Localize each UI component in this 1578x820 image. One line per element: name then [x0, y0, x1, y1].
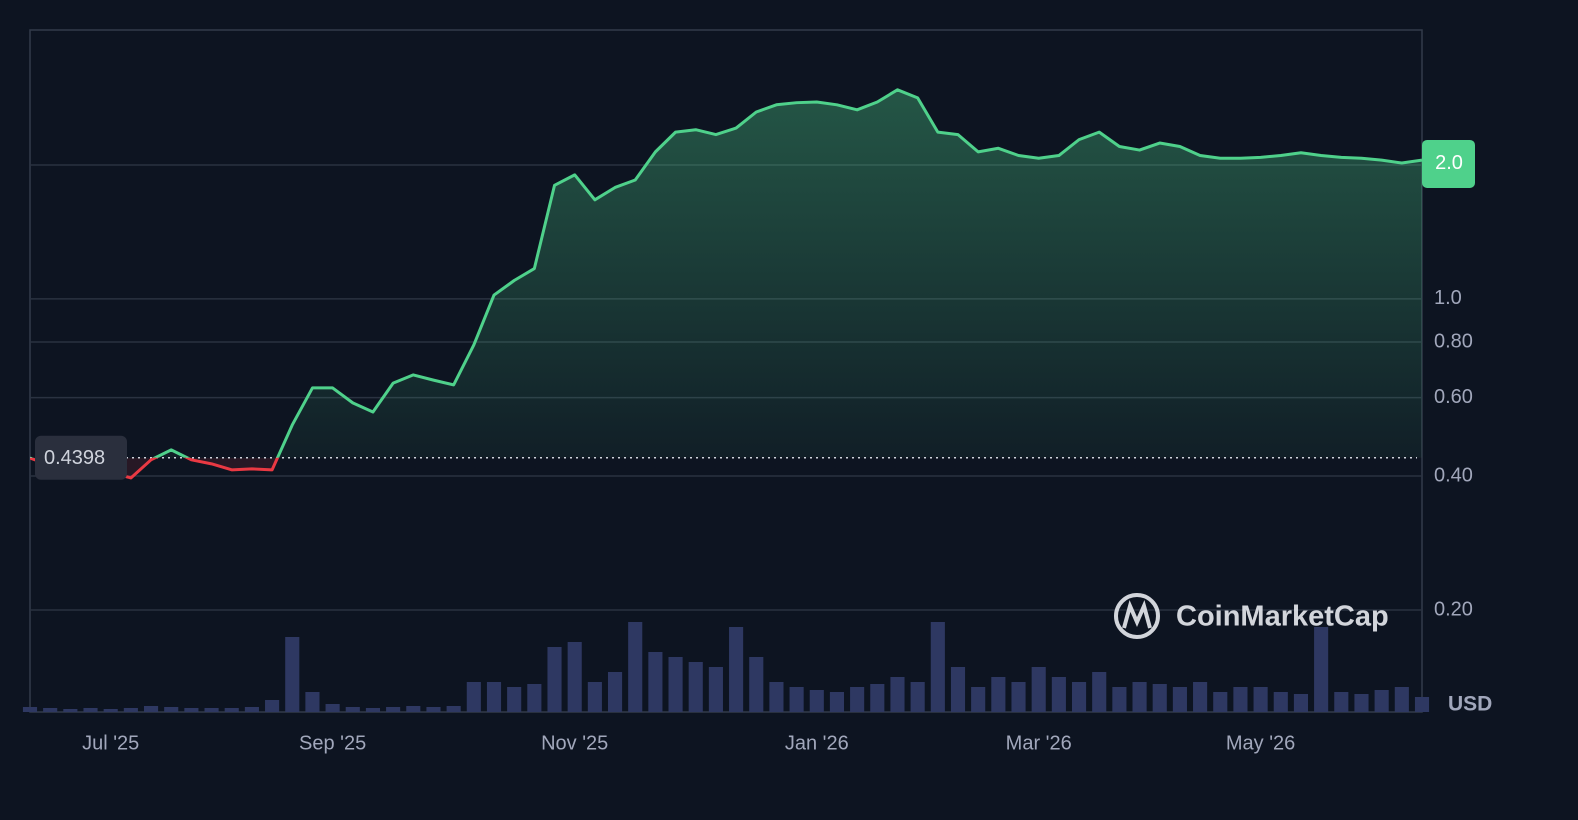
y-tick-label: 2.0 — [1435, 152, 1463, 174]
volume-bar — [184, 708, 199, 712]
volume-bar — [1071, 682, 1087, 712]
volume-bar — [1273, 692, 1288, 712]
volume-bar — [103, 709, 118, 712]
volume-bar — [1031, 667, 1046, 712]
baseline-label: 0.4398 — [44, 447, 105, 469]
volume-bar — [325, 704, 340, 712]
volume-bar — [345, 707, 360, 712]
volume-bar — [1092, 672, 1107, 712]
y-tick-label: 0.40 — [1434, 464, 1473, 486]
price-line-up — [30, 88, 1422, 458]
baseline-label-box — [35, 435, 127, 480]
volume-bar — [708, 667, 723, 712]
volume-bar — [305, 692, 320, 712]
watermark-logo-mark — [1122, 600, 1152, 629]
volume-bar — [910, 682, 925, 712]
volume-bar — [486, 682, 502, 712]
volume-bar — [406, 706, 421, 712]
x-tick-label: Jan '26 — [785, 732, 849, 754]
volume-bar — [466, 682, 481, 712]
volume-bar — [971, 687, 986, 712]
volume-bar — [567, 642, 582, 712]
watermark: CoinMarketCap — [1114, 593, 1389, 639]
y-tick-label: 1.0 — [1434, 287, 1462, 309]
y-tick-label: 0.60 — [1434, 386, 1473, 408]
volume-bar — [1132, 682, 1147, 712]
volume-bar — [1394, 687, 1409, 712]
volume-bar — [547, 647, 562, 712]
volume-bar — [204, 708, 219, 712]
volume-bar — [1172, 687, 1187, 712]
volume-bar — [386, 707, 401, 712]
watermark-text: CoinMarketCap — [1176, 601, 1389, 633]
volume-bar — [365, 708, 381, 712]
volume-bar — [1213, 692, 1228, 712]
price-badge — [1422, 139, 1475, 188]
x-tick-label: Jul '25 — [82, 732, 139, 754]
volume-bar — [224, 708, 239, 712]
volume-bar — [870, 684, 885, 712]
volume-bar — [164, 707, 179, 712]
volume-bar — [1374, 690, 1389, 712]
volume-bar — [789, 687, 804, 712]
price-line-down — [30, 457, 280, 480]
volume-bar — [1414, 697, 1430, 712]
volume-bar — [43, 708, 58, 712]
volume-bar — [1233, 687, 1248, 712]
y-tick-label: 0.80 — [1434, 330, 1473, 352]
volume-bar — [83, 708, 98, 712]
x-tick-label: Nov '25 — [541, 732, 608, 754]
volume-bar — [1314, 627, 1329, 712]
volume-bar — [22, 707, 38, 712]
volume-bar — [285, 637, 300, 712]
volume-bar — [688, 662, 703, 712]
volume-bar — [648, 652, 663, 712]
volume-bar — [850, 687, 865, 712]
volume-bar — [265, 700, 280, 712]
volume-bar — [991, 677, 1006, 712]
watermark-logo — [1114, 593, 1160, 639]
volume-bar — [527, 684, 542, 712]
volume-bar — [729, 627, 744, 712]
y-tick-label: 0.20 — [1434, 598, 1473, 620]
volume-bar — [1051, 677, 1066, 712]
volume-bar — [244, 707, 259, 712]
volume-bar — [950, 667, 966, 712]
volume-bar — [1334, 692, 1349, 712]
volume-bar — [668, 657, 683, 712]
volume-bar — [143, 706, 159, 712]
volume-bar — [809, 690, 824, 712]
volume-bar — [749, 657, 764, 712]
volume-bar — [507, 687, 522, 712]
currency-label: USD — [1448, 693, 1492, 716]
volume-bar — [63, 709, 78, 712]
volume-bar — [890, 677, 905, 712]
volume-bar — [587, 682, 602, 712]
volume-bar — [930, 622, 945, 712]
x-tick-label: Sep '25 — [299, 732, 366, 754]
volume-bar — [769, 682, 784, 712]
volume-bar — [426, 707, 441, 712]
x-tick-label: May '26 — [1226, 732, 1295, 754]
volume-bar — [628, 622, 643, 712]
volume-bar — [1293, 694, 1309, 712]
volume-bar — [446, 706, 461, 712]
volume-bar — [607, 672, 623, 712]
volume-bar — [1011, 682, 1026, 712]
area-up — [30, 89, 1422, 458]
volume-bar — [1253, 687, 1268, 712]
volume-bar — [829, 692, 845, 712]
x-tick-label: Mar '26 — [1006, 732, 1072, 754]
volume-bar — [1193, 682, 1208, 712]
volume-bar — [1152, 684, 1167, 712]
volume-bar — [1112, 687, 1127, 712]
volume-bar — [123, 708, 138, 712]
volume-bar — [1354, 694, 1369, 712]
